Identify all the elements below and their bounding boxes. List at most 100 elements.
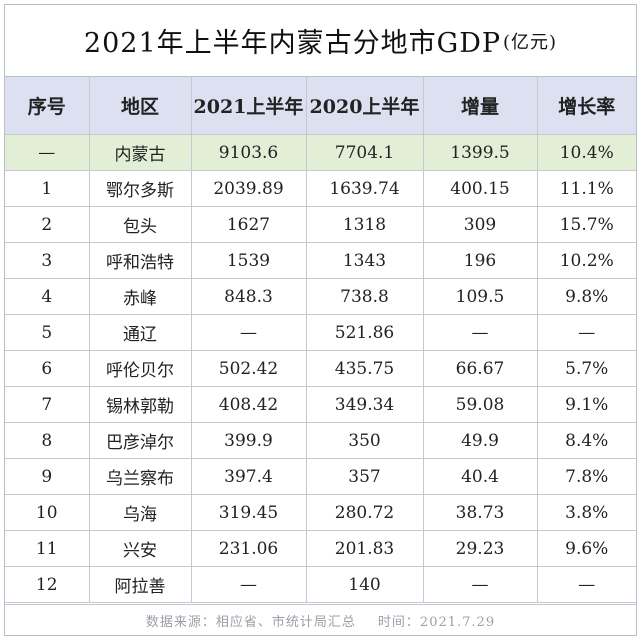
cell-2021h1: —	[190, 566, 307, 603]
cell-index: 1	[5, 170, 90, 207]
cell-increase: —	[422, 566, 538, 603]
table-row: 9 乌兰察布 397.4 357 40.4 7.8%	[5, 458, 636, 495]
cell-2020h1: 1343	[305, 242, 424, 279]
cell-index: 9	[5, 458, 90, 495]
source-time: 时间：2021.7.29	[377, 614, 496, 630]
table-header-row: 序号 地区 2021上半年 2020上半年 增量 增长率	[5, 77, 636, 135]
cell-increase: 109.5	[422, 278, 538, 315]
table-row: 7 锡林郭勒 408.42 349.34 59.08 9.1%	[5, 386, 636, 423]
header-2021h1: 2021上半年	[190, 77, 307, 135]
cell-region: 通辽	[88, 314, 192, 351]
gdp-table-card: 2021年上半年内蒙古分地市GDP (亿元) 序号 地区 2021上半年 2020…	[4, 4, 637, 636]
cell-2020h1: 357	[305, 458, 424, 495]
gdp-table: 序号 地区 2021上半年 2020上半年 增量 增长率 — 内蒙古 9103.6 7…	[5, 77, 636, 603]
cell-growth-rate: 10.4%	[536, 134, 636, 171]
cell-region: 乌兰察布	[88, 458, 192, 495]
cell-increase: 196	[422, 242, 538, 279]
cell-2020h1: 140	[305, 566, 424, 603]
source-note: 数据来源：相应省、市统计局汇总 时间：2021.7.29	[5, 604, 636, 635]
cell-region: 锡林郭勒	[88, 386, 192, 423]
cell-index: 8	[5, 422, 90, 459]
cell-region: 呼伦贝尔	[88, 350, 192, 387]
header-2020h1: 2020上半年	[305, 77, 424, 135]
cell-growth-rate: —	[536, 314, 636, 351]
cell-2021h1: 231.06	[190, 530, 307, 567]
cell-index: 12	[5, 566, 90, 603]
cell-increase: 38.73	[422, 494, 538, 531]
cell-region: 包头	[88, 206, 192, 243]
table-row: 1 鄂尔多斯 2039.89 1639.74 400.15 11.1%	[5, 170, 636, 207]
cell-2020h1: 521.86	[305, 314, 424, 351]
page-title: 2021年上半年内蒙古分地市GDP (亿元)	[5, 5, 636, 77]
table-row: 5 通辽 —521.86— —	[5, 314, 636, 351]
table-row-total: — 内蒙古 9103.6 7704.1 1399.5 10.4%	[5, 134, 636, 171]
table-row: 10 乌海 319.45 280.72 38.73 3.8%	[5, 494, 636, 531]
cell-growth-rate: —	[536, 566, 636, 603]
cell-increase: —	[422, 314, 538, 351]
cell-increase: 1399.5	[422, 134, 538, 171]
cell-2020h1: 349.34	[305, 386, 424, 423]
cell-index: 3	[5, 242, 90, 279]
cell-growth-rate: 9.8%	[536, 278, 636, 315]
cell-2021h1: 1627	[190, 206, 307, 243]
cell-2020h1: 1639.74	[305, 170, 424, 207]
cell-2021h1: 397.4	[190, 458, 307, 495]
cell-region: 呼和浩特	[88, 242, 192, 279]
cell-growth-rate: 11.1%	[536, 170, 636, 207]
cell-2021h1: —	[190, 314, 307, 351]
cell-index: —	[5, 134, 90, 171]
cell-increase: 40.4	[422, 458, 538, 495]
cell-increase: 59.08	[422, 386, 538, 423]
cell-2021h1: 2039.89	[190, 170, 307, 207]
cell-increase: 66.67	[422, 350, 538, 387]
table-row: 2 包头 1627 1318 309 15.7%	[5, 206, 636, 243]
cell-2020h1: 350	[305, 422, 424, 459]
cell-growth-rate: 7.8%	[536, 458, 636, 495]
cell-2021h1: 848.3	[190, 278, 307, 315]
title-text: 2021年上半年内蒙古分地市GDP	[83, 28, 502, 59]
cell-index: 5	[5, 314, 90, 351]
cell-growth-rate: 9.1%	[536, 386, 636, 423]
cell-region: 阿拉善	[88, 566, 192, 603]
table-row: 6 呼伦贝尔 502.42 435.75 66.67 5.7%	[5, 350, 636, 387]
title-unit: (亿元)	[503, 31, 558, 53]
cell-region: 乌海	[88, 494, 192, 531]
cell-growth-rate: 10.2%	[536, 242, 636, 279]
cell-increase: 309	[422, 206, 538, 243]
cell-2021h1: 502.42	[190, 350, 307, 387]
source-text: 数据来源：相应省、市统计局汇总	[145, 614, 356, 630]
cell-growth-rate: 9.6%	[536, 530, 636, 567]
cell-growth-rate: 5.7%	[536, 350, 636, 387]
cell-region: 兴安	[88, 530, 192, 567]
header-growth-rate: 增长率	[536, 77, 636, 135]
cell-2021h1: 408.42	[190, 386, 307, 423]
cell-2020h1: 738.8	[305, 278, 424, 315]
cell-growth-rate: 15.7%	[536, 206, 636, 243]
cell-2020h1: 201.83	[305, 530, 424, 567]
cell-index: 6	[5, 350, 90, 387]
cell-index: 11	[5, 530, 90, 567]
cell-2020h1: 435.75	[305, 350, 424, 387]
cell-growth-rate: 3.8%	[536, 494, 636, 531]
cell-2021h1: 319.45	[190, 494, 307, 531]
cell-growth-rate: 8.4%	[536, 422, 636, 459]
cell-2021h1: 1539	[190, 242, 307, 279]
cell-increase: 49.9	[422, 422, 538, 459]
cell-region: 内蒙古	[88, 134, 192, 171]
cell-region: 赤峰	[88, 278, 192, 315]
cell-2020h1: 1318	[305, 206, 424, 243]
table-row: 3 呼和浩特 1539 1343 196 10.2%	[5, 242, 636, 279]
cell-2020h1: 7704.1	[305, 134, 424, 171]
table-body: — 内蒙古 9103.6 7704.1 1399.5 10.4% 1 鄂尔多斯 2039.89 1…	[5, 134, 636, 603]
cell-index: 7	[5, 386, 90, 423]
table-row: 4 赤峰 848.3 738.8 109.5 9.8%	[5, 278, 636, 315]
cell-2021h1: 399.9	[190, 422, 307, 459]
table-row: 12 阿拉善 —140— —	[5, 566, 636, 603]
cell-index: 4	[5, 278, 90, 315]
header-region: 地区	[88, 77, 192, 135]
cell-2020h1: 280.72	[305, 494, 424, 531]
cell-increase: 400.15	[422, 170, 538, 207]
cell-index: 10	[5, 494, 90, 531]
cell-index: 2	[5, 206, 90, 243]
cell-region: 鄂尔多斯	[88, 170, 192, 207]
